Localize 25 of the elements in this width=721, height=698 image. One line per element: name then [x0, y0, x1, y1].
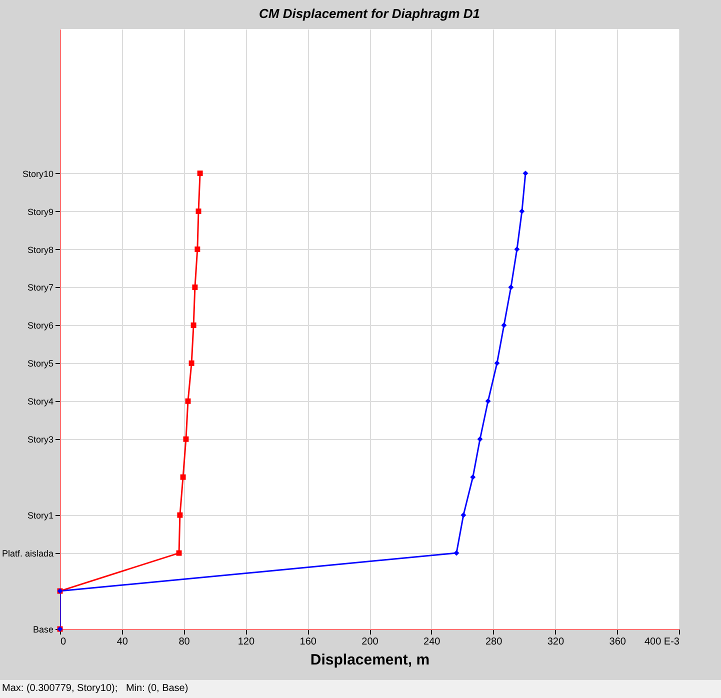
- x-tick-label: 280: [485, 636, 503, 648]
- y-tick-label: Base: [32, 624, 54, 634]
- y-tick-label: Story1: [27, 510, 54, 521]
- x-tick-label: 400 E-3: [644, 636, 680, 648]
- x-tick-label: 200: [362, 636, 379, 648]
- y-tick-label: Story9: [27, 206, 54, 217]
- x-tick-label: 80: [178, 636, 190, 648]
- x-tick-label: 40: [116, 636, 128, 648]
- text: Max: (0.300779, Story10); Min: (0, Base): [2, 683, 188, 694]
- y-tick-label: Platf. aislada: [2, 548, 54, 559]
- y-tick-label: Story4: [27, 396, 54, 407]
- x-tick-label: 160: [300, 636, 317, 648]
- x-tick-label: 0: [60, 636, 66, 648]
- y-tick-label: Story3: [27, 434, 54, 445]
- x-tick-label: 360: [609, 636, 626, 648]
- x-tick-label: 320: [547, 636, 564, 648]
- x-axis-title: Displacement, m: [310, 652, 430, 668]
- y-tick-label: Story8: [27, 244, 54, 255]
- x-tick-label: 240: [424, 636, 441, 648]
- y-tick-label: Story7: [27, 282, 54, 293]
- y-tick-label: Story6: [27, 320, 54, 331]
- chart-title: CM Displacement for Diaphragm D1: [258, 6, 480, 21]
- y-tick-label: Story5: [27, 358, 54, 369]
- y-tick-label: Story10: [22, 168, 54, 179]
- x-tick-label: 120: [238, 636, 255, 648]
